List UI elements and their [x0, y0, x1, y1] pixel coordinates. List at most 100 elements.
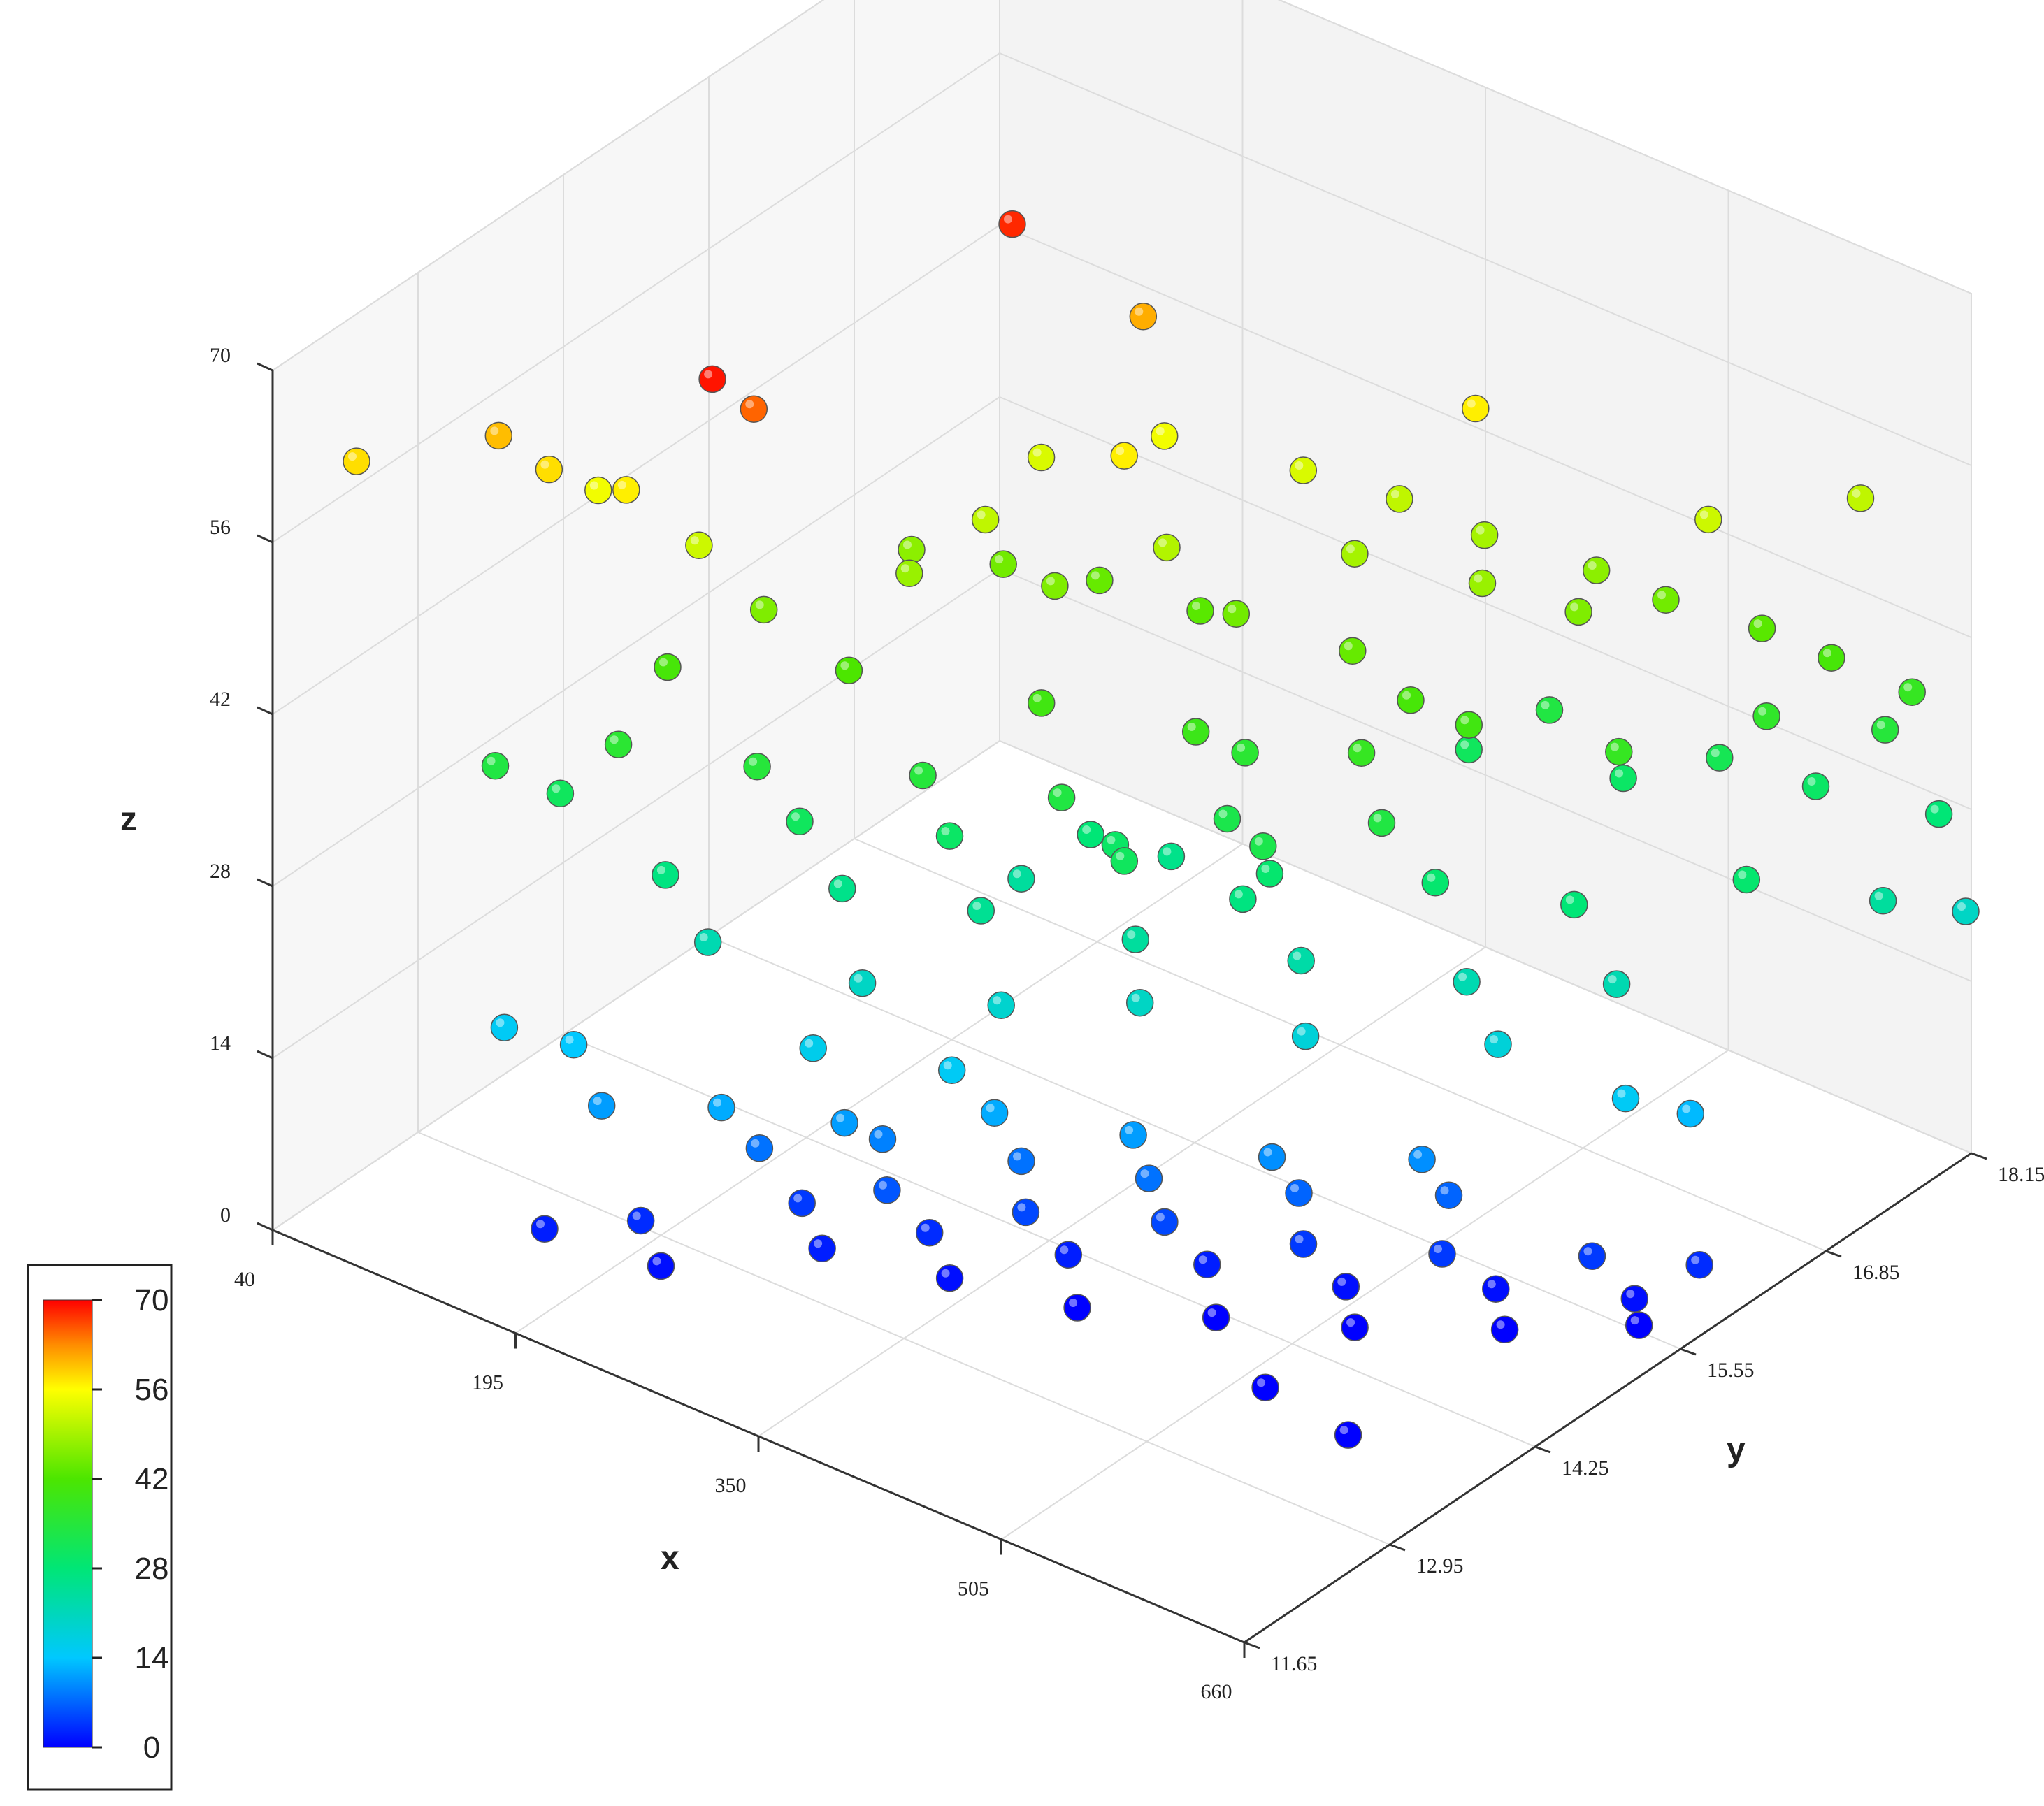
- data-point: [1490, 1315, 1519, 1344]
- data-point: [652, 861, 679, 889]
- data-point: [693, 928, 722, 956]
- data-point-highlight: [791, 812, 800, 821]
- data-point-highlight: [749, 757, 758, 766]
- data-point: [1153, 533, 1181, 562]
- data-point: [1027, 689, 1056, 717]
- data-point: [1341, 540, 1369, 568]
- data-point: [535, 455, 563, 484]
- data-point: [654, 653, 682, 681]
- data-point-highlight: [1069, 1299, 1078, 1307]
- data-point-highlight: [1156, 426, 1165, 435]
- x-tick-label: 195: [472, 1371, 503, 1394]
- grid-line: [514, 843, 1244, 1334]
- data-point: [1468, 569, 1497, 598]
- data-point: [967, 897, 995, 925]
- y-tick-label: 16.85: [1852, 1261, 1900, 1284]
- data-point-highlight: [1373, 814, 1382, 823]
- data-point-highlight: [1346, 544, 1355, 554]
- data-point-highlight: [1460, 716, 1469, 725]
- data-point-highlight: [840, 661, 849, 670]
- data-point-highlight: [751, 1139, 760, 1148]
- data-point: [1249, 832, 1277, 860]
- data-point-highlight: [1053, 788, 1062, 797]
- data-point: [1041, 572, 1069, 600]
- data-point: [1202, 1303, 1230, 1331]
- grid-line: [758, 946, 1486, 1437]
- data-point-highlight: [1440, 1186, 1449, 1195]
- data-point: [1482, 1275, 1510, 1303]
- y-tick-label: 11.65: [1271, 1652, 1317, 1675]
- z-tick-label: 14: [210, 1032, 231, 1055]
- data-point: [898, 535, 926, 564]
- data-point: [1706, 744, 1734, 772]
- x-tick-label: 660: [1201, 1680, 1232, 1703]
- data-point: [873, 1176, 901, 1204]
- x-tick-label: 505: [958, 1577, 989, 1601]
- data-point: [1620, 1285, 1649, 1313]
- data-point-highlight: [1487, 1280, 1496, 1289]
- data-point-highlight: [805, 1039, 814, 1048]
- data-point: [587, 1092, 616, 1120]
- data-point: [743, 753, 771, 781]
- data-point: [1611, 1084, 1640, 1113]
- data-point: [895, 559, 923, 588]
- data-point: [1367, 809, 1396, 837]
- data-point-highlight: [1228, 605, 1237, 614]
- colorbar-tick-label: 14: [135, 1641, 169, 1675]
- data-point: [559, 1031, 588, 1059]
- data-point-highlight: [1699, 510, 1708, 519]
- y-axis-line: [1244, 1152, 1972, 1644]
- data-point-highlight: [1254, 837, 1263, 846]
- y-tick-label: 12.95: [1416, 1554, 1464, 1577]
- data-point: [1455, 735, 1483, 764]
- data-point: [1289, 1230, 1318, 1258]
- data-point-highlight: [1187, 723, 1196, 731]
- data-point-highlight: [1339, 1426, 1348, 1435]
- data-point-highlight: [1490, 1035, 1498, 1044]
- data-point-highlight: [941, 827, 950, 836]
- data-point-highlight: [1427, 873, 1436, 882]
- data-point-highlight: [878, 1180, 887, 1190]
- data-point: [971, 505, 1000, 534]
- data-point-highlight: [1402, 691, 1411, 700]
- data-point: [1119, 1121, 1147, 1149]
- data-point: [1652, 586, 1680, 614]
- data-point: [1007, 865, 1035, 893]
- grid-lines: [272, 0, 1972, 1643]
- data-point: [1121, 925, 1150, 953]
- z-tick-mark: [257, 1222, 273, 1231]
- data-point: [1251, 1373, 1279, 1401]
- data-point: [1285, 1179, 1313, 1207]
- data-point-highlight: [1353, 744, 1362, 753]
- data-point: [1007, 1147, 1035, 1176]
- x-tick-label: 40: [234, 1268, 255, 1291]
- data-point: [1421, 869, 1450, 897]
- data-point: [1181, 718, 1210, 746]
- data-point-highlight: [854, 974, 863, 983]
- data-point: [1694, 505, 1722, 534]
- data-point-highlight: [1127, 930, 1136, 939]
- axis-panes: [271, 0, 1973, 1644]
- data-point-highlight: [1163, 847, 1172, 856]
- data-point-highlight: [1012, 869, 1021, 879]
- y-axis-title: y: [1727, 1431, 1746, 1468]
- data-point: [998, 210, 1026, 238]
- data-point-highlight: [1116, 851, 1125, 860]
- data-point-highlight: [1107, 835, 1116, 844]
- data-point: [1150, 422, 1179, 450]
- data-point: [935, 1264, 964, 1292]
- data-point: [799, 1034, 827, 1062]
- data-point-highlight: [656, 865, 665, 874]
- data-point-highlight: [1413, 1150, 1423, 1159]
- z-axis-title: z: [120, 801, 137, 838]
- data-point-highlight: [1091, 571, 1100, 580]
- data-point-highlight: [1930, 804, 1939, 814]
- data-point-highlight: [943, 1061, 952, 1070]
- data-point: [786, 807, 814, 836]
- data-point-highlight: [1198, 1255, 1207, 1264]
- grid-line: [417, 1132, 1390, 1545]
- data-point: [1027, 443, 1056, 472]
- data-point-highlight: [1474, 574, 1483, 583]
- data-point-highlight: [1807, 777, 1816, 786]
- data-point: [1801, 772, 1830, 800]
